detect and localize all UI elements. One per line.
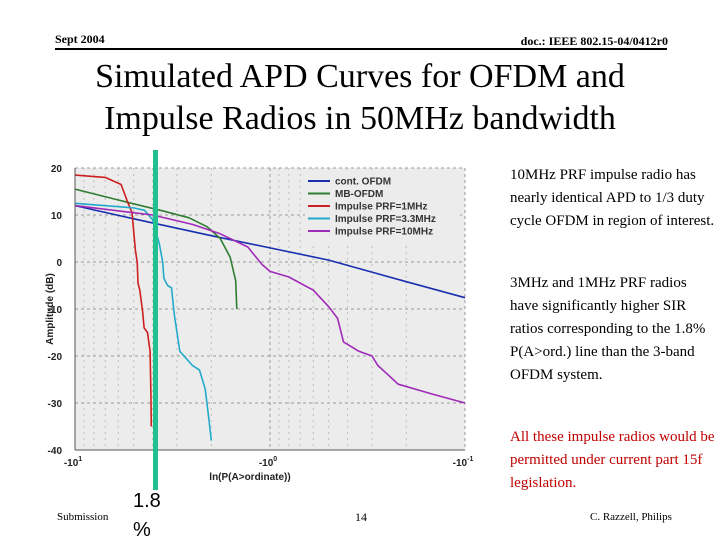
marker-line-1-8-percent [153,150,158,490]
y-tick-label: 20 [51,164,63,175]
series-line-3 [74,174,153,427]
marker-label: 1.8% [133,487,161,545]
legend-label: cont. OFDM [335,177,391,188]
note-prf-10mhz: 10MHz PRF impulse radio has nearly ident… [510,167,715,229]
series-line-4 [74,202,213,441]
y-tick-label: 10 [51,211,63,222]
marker-label-text: 1.8% [133,487,161,545]
legend-label: Impulse PRF=1MHz [335,202,428,213]
series-line-2 [74,188,238,310]
y-axis-title: Amplitude (dB) [45,273,56,345]
legend-label: MB-OFDM [335,189,383,200]
x-tick-base: -10 [64,458,79,469]
header-date: Sept 2004 [55,32,105,46]
x-tick-label: -10-1 [453,456,474,469]
legend-label: Impulse PRF=3.3MHz [335,214,436,225]
marker-label-part: 1.8 [133,490,161,512]
marker-layer [153,150,158,490]
x-tick-exponent: 0 [273,456,277,463]
series-layer [74,174,466,441]
slide-title: Simulated APD Curves for OFDM and Impuls… [40,56,680,140]
header-doc-id: doc.: IEEE 802.15-04/0412r0 [520,34,668,48]
footer-author: C. Razzell, Philips [590,511,672,523]
y-tick-label: -10 [48,305,63,316]
legend-label: Impulse PRF=10MHz [335,227,433,238]
y-tick-label: 0 [56,258,62,269]
x-tick-base: -10 [259,458,274,469]
x-tick-label: -101 [64,456,82,469]
note-part15f: All these impulse radios would be permit… [510,429,715,491]
x-tick-exponent: -1 [467,456,473,463]
legend-box [305,172,460,242]
x-tick-label: -100 [259,456,277,469]
x-tick-exponent: 1 [78,456,82,463]
marker-label-part: % [133,519,151,541]
footer-submission: Submission [57,511,109,523]
y-tick-label: -40 [48,446,63,457]
page-number: 14 [355,510,367,524]
series-line-1 [74,204,466,299]
title-line-2: Impulse Radios in 50MHz bandwidth [104,100,616,137]
y-tick-label: -20 [48,352,63,363]
note-prf-3-1mhz: 3MHz and 1MHz PRF radios have significan… [510,275,706,383]
y-tick-label: -30 [48,399,63,410]
title-line-1: Simulated APD Curves for OFDM and [95,58,625,95]
header-rule [55,48,667,50]
x-tick-base: -10 [453,458,468,469]
series-line-5 [74,204,466,404]
x-axis-title: ln(P(A>ordinate)) [209,472,290,483]
